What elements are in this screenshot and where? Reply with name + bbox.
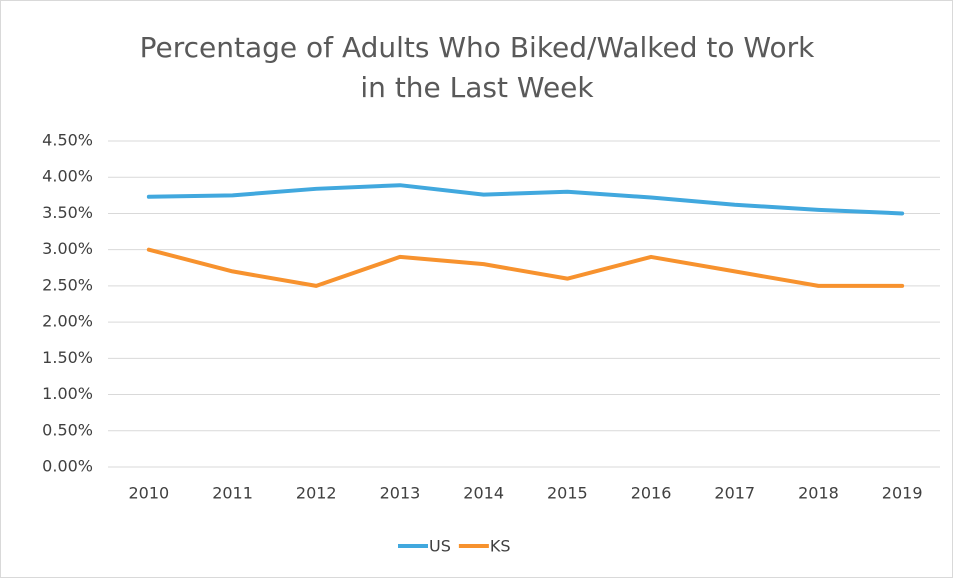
x-tick-label: 2013 (380, 484, 421, 503)
x-tick-label: 2011 (212, 484, 253, 503)
y-tick-label: 3.50% (42, 203, 93, 222)
y-tick-label: 0.50% (42, 420, 93, 439)
y-tick-label: 2.00% (42, 312, 93, 331)
x-tick-label: 2016 (631, 484, 672, 503)
legend-label: KS (490, 537, 511, 556)
y-tick-label: 1.50% (42, 348, 93, 367)
x-tick-label: 2019 (882, 484, 923, 503)
series-line (146, 183, 905, 216)
y-tick-label: 4.50% (42, 131, 93, 150)
legend-label: US (429, 537, 451, 556)
y-tick-label: 0.00% (42, 457, 93, 476)
y-tick-label: 4.00% (42, 167, 93, 186)
y-tick-label: 1.00% (42, 384, 93, 403)
series-line (146, 247, 905, 288)
x-tick-label: 2017 (714, 484, 755, 503)
x-tick-label: 2018 (798, 484, 839, 503)
x-tick-label: 2010 (128, 484, 169, 503)
x-tick-label: 2012 (296, 484, 337, 503)
y-tick-label: 2.50% (42, 275, 93, 294)
x-tick-label: 2014 (463, 484, 504, 503)
y-tick-label: 3.00% (42, 239, 93, 258)
x-tick-label: 2015 (547, 484, 588, 503)
chart-title: Percentage of Adults Who Biked/Walked to… (139, 31, 815, 104)
